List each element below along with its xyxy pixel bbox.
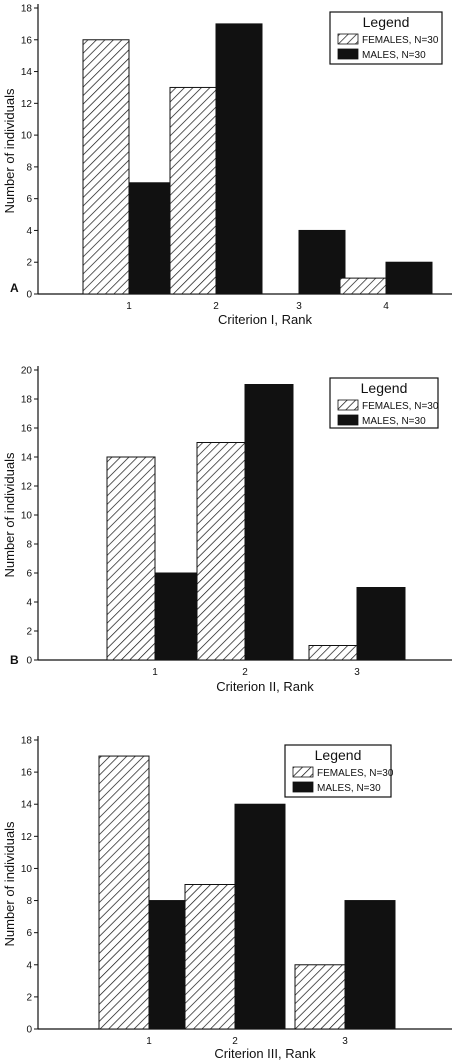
y-tick-label: 20 [21, 366, 33, 377]
legend-swatch-females [337, 33, 359, 45]
y-tick-label: 16 [21, 768, 33, 779]
legend-title: Legend [361, 380, 408, 396]
y-tick-label: 18 [21, 395, 33, 406]
y-tick-label: 14 [21, 67, 33, 78]
x-tick-label: 1 [126, 301, 132, 312]
legend-label-females: FEMALES, N=30 [362, 401, 439, 412]
y-tick-label: 0 [26, 656, 32, 667]
x-tick-label: 3 [342, 1036, 348, 1047]
bar-males-rank-4 [385, 261, 433, 295]
y-tick-label: 8 [26, 896, 32, 907]
x-tick-label: 3 [296, 301, 302, 312]
bar-males-rank-2 [244, 384, 294, 661]
legend-title: Legend [315, 747, 362, 763]
y-tick-label: 14 [21, 453, 33, 464]
bar-females-rank-2 [196, 442, 246, 661]
bar-females-rank-4 [339, 277, 387, 295]
y-axis-label: Number of individuals [2, 452, 17, 578]
bar-females-rank-3 [308, 645, 358, 661]
y-tick-label: 8 [26, 540, 32, 551]
x-tick-label: 4 [383, 301, 389, 312]
legend: Legend FEMALES, N=30 MALES, N=30 [284, 744, 394, 798]
bar-males-rank-2 [234, 803, 286, 1030]
bar-males-rank-2 [215, 23, 263, 295]
y-tick-label: 12 [21, 832, 33, 843]
y-tick-label: 6 [26, 928, 32, 939]
y-tick-label: 16 [21, 35, 33, 46]
y-tick-label: 14 [21, 800, 33, 811]
y-tick-label: 8 [26, 162, 32, 173]
y-tick-label: 18 [21, 736, 33, 747]
y-tick-label: 2 [26, 992, 32, 1003]
y-tick-label: 0 [26, 290, 32, 301]
y-tick-label: 6 [26, 569, 32, 580]
bar-males-rank-1 [154, 572, 204, 661]
y-tick-label: 10 [21, 864, 33, 875]
y-tick-label: 6 [26, 194, 32, 205]
legend-swatch-males [337, 414, 359, 426]
legend-label-females: FEMALES, N=30 [362, 35, 439, 46]
bar-females-rank-1 [98, 755, 150, 1030]
legend: Legend FEMALES, N=30 MALES, N=30 [329, 11, 443, 65]
x-tick-label: 3 [354, 667, 360, 678]
y-tick-label: 4 [26, 960, 32, 971]
y-tick-label: 4 [26, 598, 32, 609]
legend-swatch-females [337, 399, 359, 411]
y-axis-label: Number of individuals [2, 821, 17, 947]
x-axis-label: Criterion II, Rank [216, 679, 314, 694]
y-tick-label: 2 [26, 627, 32, 638]
y-tick-label: 2 [26, 258, 32, 269]
y-tick-label: 16 [21, 424, 33, 435]
y-tick-label: 12 [21, 99, 33, 110]
y-tick-label: 4 [26, 226, 32, 237]
x-tick-label: 2 [242, 667, 248, 678]
y-tick-label: 10 [21, 131, 33, 142]
x-tick-label: 2 [232, 1036, 238, 1047]
legend-label-males: MALES, N=30 [362, 416, 426, 427]
x-tick-label: 1 [152, 667, 158, 678]
bar-females-rank-3 [294, 964, 346, 1030]
x-tick-label: 2 [213, 301, 219, 312]
panel-letter: A [10, 281, 19, 295]
bar-females-rank-1 [106, 456, 156, 661]
y-axis-label: Number of individuals [2, 88, 17, 214]
panel-letter: B [10, 653, 19, 667]
bar-males-rank-3 [344, 900, 396, 1030]
x-axis-label: Criterion I, Rank [218, 312, 312, 327]
legend-swatch-females [292, 766, 314, 778]
legend-swatch-males [337, 48, 359, 60]
bar-females-rank-1 [82, 39, 130, 295]
y-tick-label: 0 [26, 1025, 32, 1036]
y-tick-label: 12 [21, 482, 33, 493]
legend-label-females: FEMALES, N=30 [317, 768, 394, 779]
bar-males-rank-3 [356, 587, 406, 661]
bar-males-rank-3 [298, 229, 346, 295]
legend: Legend FEMALES, N=30 MALES, N=30 [329, 377, 439, 429]
x-tick-label: 1 [146, 1036, 152, 1047]
bar-females-rank-2 [184, 884, 236, 1030]
legend-title: Legend [363, 14, 410, 30]
legend-label-males: MALES, N=30 [317, 783, 381, 794]
bar-females-rank-2 [169, 86, 217, 295]
x-axis-label: Criterion III, Rank [214, 1046, 316, 1061]
legend-label-males: MALES, N=30 [362, 50, 426, 61]
legend-swatch-males [292, 781, 314, 793]
y-tick-label: 10 [21, 511, 33, 522]
y-tick-label: 18 [21, 4, 33, 15]
bar-males-rank-1 [128, 182, 176, 295]
